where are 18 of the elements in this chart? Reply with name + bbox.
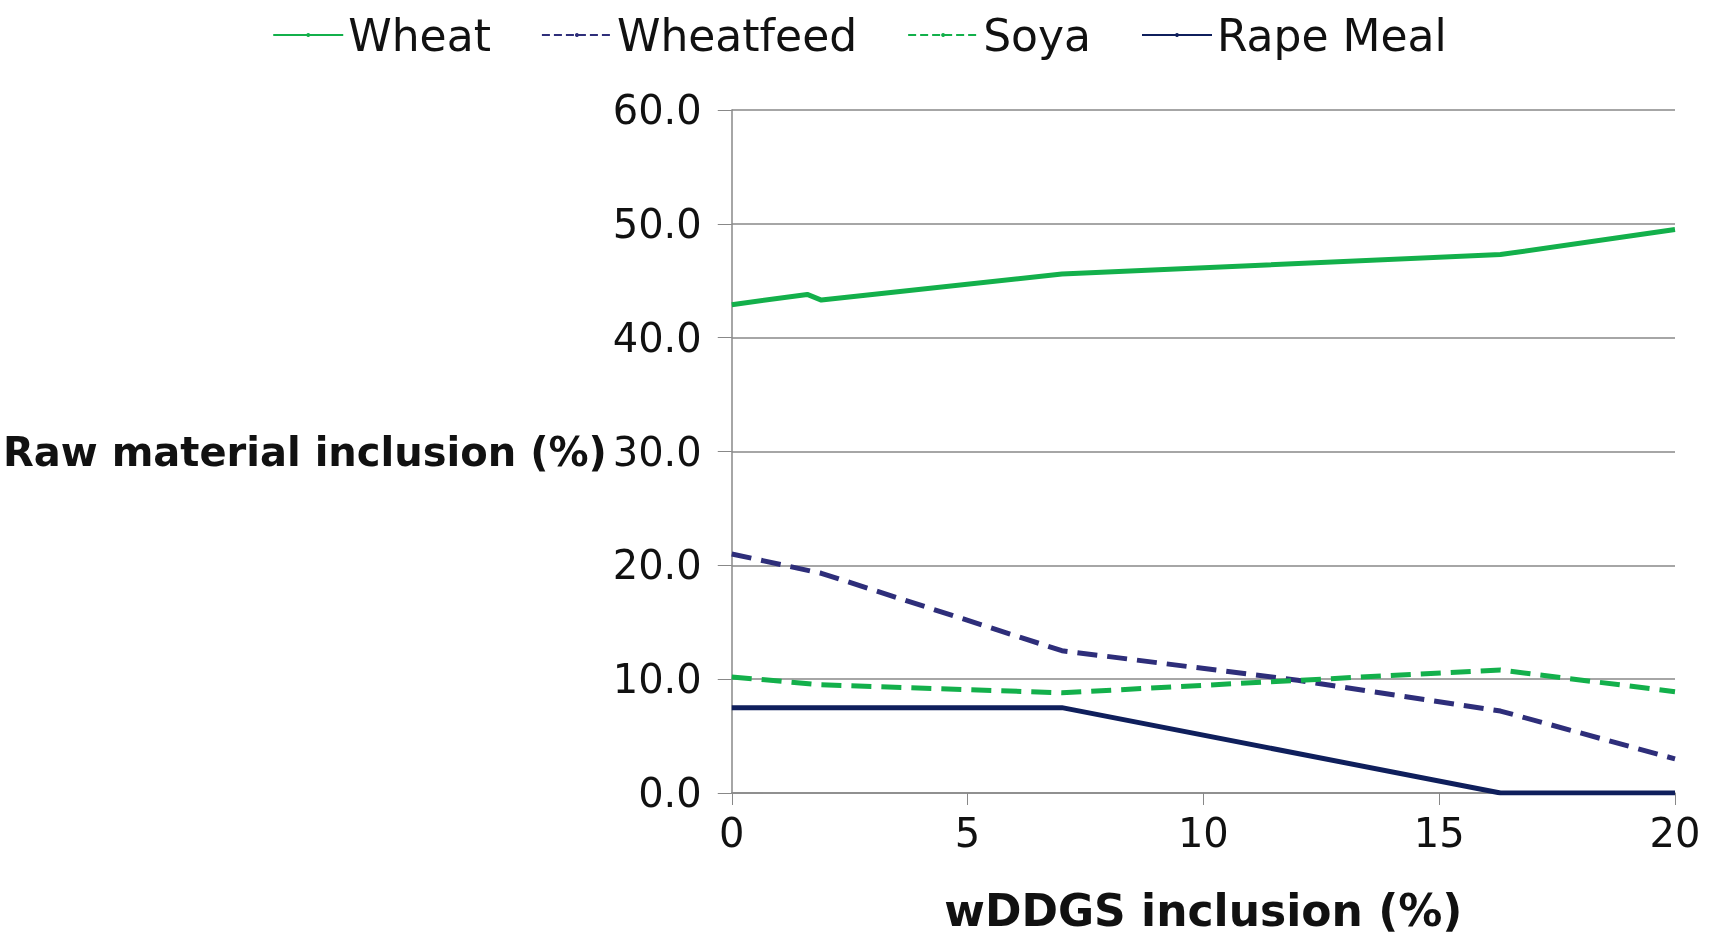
x-tick-label: 0 [719,810,745,856]
y-axis-title: Raw material inclusion (%) [3,428,607,475]
y-tick-label: 30.0 [612,428,702,475]
y-tick-label: 0.0 [638,770,702,816]
x-tick-label: 5 [954,810,981,856]
legend-label: Wheat [348,9,491,61]
legend-label: Soya [983,9,1091,61]
y-tick-label: 40.0 [612,314,702,361]
y-tick-label: 50.0 [612,200,702,247]
legend-label: Rape Meal [1217,9,1447,61]
x-axis-title: wDDGS inclusion (%) [944,884,1463,936]
y-tick-label: 60.0 [612,87,702,133]
x-tick-label: 10 [1177,810,1229,856]
legend-label: Wheatfeed [616,9,858,61]
y-tick-label: 20.0 [612,542,702,589]
y-tick-label: 10.0 [612,656,702,703]
x-tick-label: 20 [1649,810,1701,856]
x-tick-label: 15 [1413,810,1465,856]
